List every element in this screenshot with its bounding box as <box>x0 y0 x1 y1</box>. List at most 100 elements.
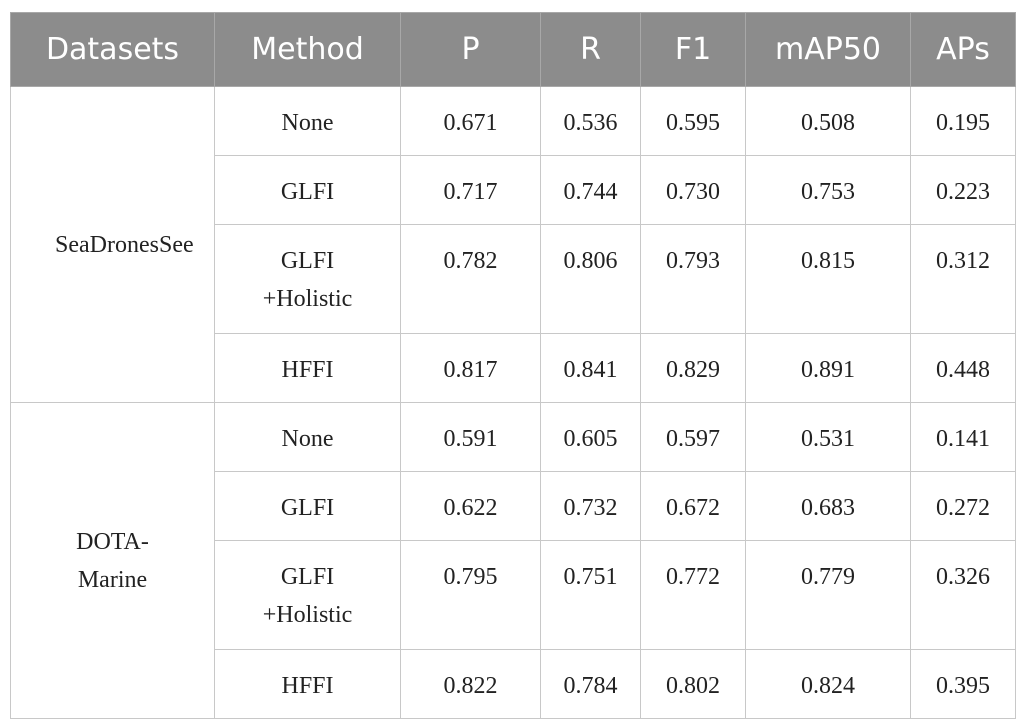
value-cell: 0.795 <box>400 540 541 650</box>
metric-value: 0.751 <box>563 564 618 590</box>
value-cell: 0.829 <box>640 333 746 403</box>
value-cell: 0.683 <box>745 471 911 541</box>
header-text: APs <box>936 32 990 67</box>
header-cell: mAP50 <box>745 12 911 87</box>
results-table: Datasets Method P R F1 mAP50 APs SeaDronesSee N… <box>10 12 1016 719</box>
metric-value: 0.744 <box>563 179 618 205</box>
metric-value: 0.597 <box>666 426 720 452</box>
value-cell: 0.806 <box>540 224 641 334</box>
value-cell: 0.141 <box>910 402 1016 472</box>
metric-value: 0.793 <box>666 248 720 274</box>
metric-value: 0.683 <box>801 495 855 521</box>
value-cell: 0.822 <box>400 649 541 719</box>
method-name: GLFI <box>280 179 335 205</box>
header-text: Datasets <box>45 32 180 67</box>
metric-value: 0.753 <box>801 179 855 205</box>
metric-value: 0.802 <box>666 673 720 699</box>
metric-value: 0.795 <box>443 564 498 590</box>
dataset-name: SeaDronesSee <box>55 231 194 258</box>
value-cell: 0.732 <box>540 471 641 541</box>
value-cell: 0.536 <box>540 86 641 156</box>
table-row: HFFI 0.822 0.784 0.802 0.824 0.395 <box>11 649 1016 719</box>
metric-value: 0.822 <box>443 673 498 699</box>
value-cell: 0.784 <box>540 649 641 719</box>
value-cell: 0.195 <box>910 86 1016 156</box>
value-cell: 0.891 <box>745 333 911 403</box>
value-cell: 0.312 <box>910 224 1016 334</box>
method-name: GLFI +Holistic <box>262 564 353 628</box>
table-row: GLFI +Holistic 0.782 0.806 0.793 0.815 0.312 <box>11 224 1016 334</box>
metric-value: 0.223 <box>936 179 990 205</box>
method-cell: None <box>214 86 401 156</box>
table-body: SeaDronesSee None 0.671 0.536 0.595 0.508 0.19… <box>10 86 1016 719</box>
metric-value: 0.141 <box>936 426 990 452</box>
method-cell: GLFI +Holistic <box>214 540 401 650</box>
value-cell: 0.772 <box>640 540 746 650</box>
method-cell: HFFI <box>214 333 401 403</box>
value-cell: 0.595 <box>640 86 746 156</box>
value-cell: 0.751 <box>540 540 641 650</box>
metric-value: 0.595 <box>666 110 720 136</box>
metric-value: 0.829 <box>666 357 720 383</box>
header-text: mAP50 <box>774 32 881 67</box>
value-cell: 0.671 <box>400 86 541 156</box>
metric-value: 0.717 <box>443 179 498 205</box>
method-cell: GLFI +Holistic <box>214 224 401 334</box>
header-row: Datasets Method P R F1 mAP50 APs <box>10 12 1016 87</box>
value-cell: 0.815 <box>745 224 911 334</box>
value-cell: 0.591 <box>400 402 541 472</box>
metric-value: 0.841 <box>563 357 618 383</box>
metric-value: 0.806 <box>563 248 618 274</box>
dataset-name: DOTA-Marine <box>76 528 149 593</box>
value-cell: 0.824 <box>745 649 911 719</box>
header-cell: F1 <box>640 12 746 87</box>
metric-value: 0.395 <box>936 673 990 699</box>
value-cell: 0.782 <box>400 224 541 334</box>
metric-value: 0.448 <box>936 357 990 383</box>
value-cell: 0.395 <box>910 649 1016 719</box>
value-cell: 0.817 <box>400 333 541 403</box>
value-cell: 0.448 <box>910 333 1016 403</box>
metric-value: 0.672 <box>666 495 720 521</box>
metric-value: 0.772 <box>666 564 720 590</box>
dataset-cell: DOTA-Marine <box>10 402 215 719</box>
table-row: GLFI 0.622 0.732 0.672 0.683 0.272 <box>11 471 1016 541</box>
metric-value: 0.817 <box>443 357 498 383</box>
value-cell: 0.779 <box>745 540 911 650</box>
value-cell: 0.753 <box>745 155 911 225</box>
metric-value: 0.272 <box>936 495 990 521</box>
value-cell: 0.622 <box>400 471 541 541</box>
method-name: HFFI <box>281 357 334 383</box>
metric-value: 0.605 <box>563 426 618 452</box>
metric-value: 0.779 <box>801 564 855 590</box>
header-text: F1 <box>674 32 712 67</box>
method-cell: GLFI <box>214 471 401 541</box>
metric-value: 0.815 <box>801 248 855 274</box>
method-name: None <box>281 110 334 136</box>
header-cell: Method <box>214 12 401 87</box>
header-cell: R <box>540 12 641 87</box>
value-cell: 0.272 <box>910 471 1016 541</box>
table-row: DOTA-Marine None 0.591 0.605 0.597 0.531 0.141 <box>10 402 1016 719</box>
header-text: R <box>580 32 601 67</box>
metric-value: 0.536 <box>563 110 618 136</box>
table-row: HFFI 0.817 0.841 0.829 0.891 0.448 <box>11 333 1016 403</box>
value-cell: 0.717 <box>400 155 541 225</box>
metric-value: 0.312 <box>936 248 990 274</box>
method-name: GLFI +Holistic <box>262 248 353 312</box>
metric-value: 0.782 <box>443 248 498 274</box>
method-name: None <box>281 426 334 452</box>
header-text: P <box>461 32 480 67</box>
value-cell: 0.326 <box>910 540 1016 650</box>
value-cell: 0.597 <box>640 402 746 472</box>
header-cell: P <box>400 12 541 87</box>
metric-value: 0.326 <box>936 564 990 590</box>
value-cell: 0.730 <box>640 155 746 225</box>
metric-value: 0.591 <box>443 426 498 452</box>
metric-value: 0.732 <box>563 495 618 521</box>
method-cell: GLFI <box>214 155 401 225</box>
metric-value: 0.508 <box>801 110 855 136</box>
metric-value: 0.671 <box>443 110 498 136</box>
metric-value: 0.531 <box>801 426 855 452</box>
